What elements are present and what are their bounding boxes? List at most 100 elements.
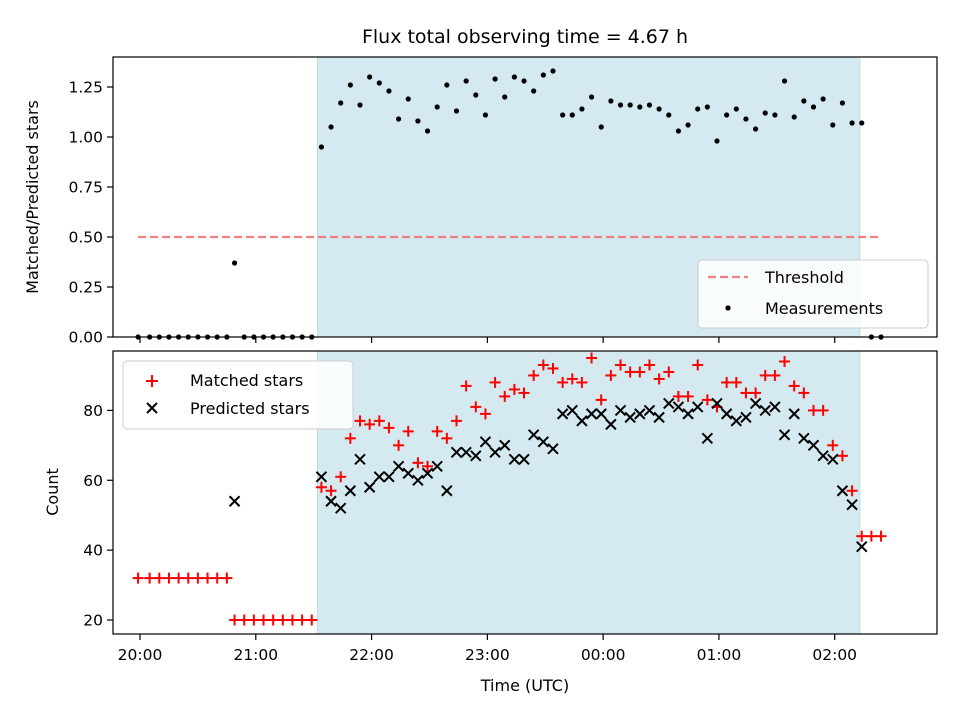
matched-star-point bbox=[296, 614, 308, 626]
measurement-point bbox=[502, 94, 508, 100]
predicted-star-point bbox=[576, 415, 588, 427]
x-axis-label: Time (UTC) bbox=[480, 676, 569, 695]
measurement-point bbox=[733, 106, 739, 112]
predicted-star-point bbox=[856, 540, 868, 553]
measurement-point bbox=[830, 122, 836, 128]
matched-star-point bbox=[325, 485, 337, 497]
measurement-point bbox=[453, 108, 460, 114]
matched-star-point bbox=[721, 376, 733, 388]
matched-star-point bbox=[547, 362, 559, 374]
top-x-ticks bbox=[139, 337, 836, 343]
predicted-star-point bbox=[373, 471, 386, 483]
predicted-star-point bbox=[315, 471, 328, 483]
x-tick-label: 22:00 bbox=[349, 646, 394, 664]
matched-star-point bbox=[132, 572, 144, 584]
matched-star-point bbox=[875, 530, 887, 542]
measurement-point bbox=[579, 106, 585, 112]
predicted-star-point bbox=[556, 408, 569, 420]
matched-star-point bbox=[499, 390, 511, 402]
legend-matched-label: Matched stars bbox=[190, 371, 303, 390]
matched-star-point bbox=[615, 359, 627, 371]
measurement-point bbox=[801, 98, 807, 104]
predicted-star-point bbox=[634, 408, 646, 420]
predicted-star-point bbox=[749, 397, 762, 410]
matched-star-point bbox=[354, 415, 366, 427]
measurement-point bbox=[347, 82, 353, 88]
predicted-star-point bbox=[827, 453, 839, 466]
matched-star-point bbox=[153, 572, 165, 584]
top-y-tick-label: 0.50 bbox=[68, 229, 103, 247]
x-tick-label: 02:00 bbox=[812, 646, 857, 664]
measurement-point bbox=[338, 100, 344, 106]
top-legend-box bbox=[697, 259, 929, 329]
predicted-star-point bbox=[479, 436, 492, 448]
predicted-star-point bbox=[335, 502, 347, 514]
matched-star-point bbox=[229, 614, 241, 626]
measurement-point bbox=[656, 106, 662, 112]
predicted-star-point bbox=[595, 408, 607, 420]
matched-star-point bbox=[163, 572, 175, 584]
predicted-star-point bbox=[759, 404, 771, 417]
matched-star-point bbox=[489, 376, 501, 388]
predicted-star-point bbox=[383, 471, 395, 483]
matched-star-point bbox=[750, 387, 762, 399]
matched-star-point bbox=[672, 390, 684, 402]
predicted-star-point bbox=[614, 404, 627, 417]
measurement-point bbox=[386, 88, 392, 94]
measurement-point bbox=[396, 116, 402, 122]
measurement-point bbox=[521, 78, 527, 84]
x-tick-label: 20:00 bbox=[118, 646, 163, 664]
predicted-star-point bbox=[489, 446, 501, 459]
measurement-point bbox=[714, 138, 720, 144]
matched-star-point bbox=[431, 425, 443, 437]
measurement-point bbox=[695, 106, 701, 112]
measurement-point bbox=[666, 112, 672, 118]
measurement-point bbox=[598, 124, 604, 130]
predicted-star-point bbox=[431, 460, 443, 473]
predicted-star-point bbox=[547, 443, 559, 455]
x-tick-label: 01:00 bbox=[697, 646, 742, 664]
matched-star-point bbox=[518, 387, 530, 399]
matched-star-point bbox=[306, 614, 318, 626]
x-tick-label: 21:00 bbox=[233, 646, 278, 664]
measurement-point bbox=[511, 74, 517, 80]
measurement-point bbox=[627, 102, 633, 108]
predicted-star-point bbox=[585, 408, 598, 420]
predicted-star-point bbox=[527, 429, 540, 441]
matched-star-point bbox=[479, 408, 491, 420]
matched-star-point bbox=[144, 572, 156, 584]
predicted-star-point bbox=[566, 404, 578, 417]
matched-star-point bbox=[817, 404, 829, 416]
predicted-star-point bbox=[778, 429, 791, 441]
predicted-star-point bbox=[720, 408, 733, 420]
matched-star-point bbox=[402, 425, 414, 437]
matched-star-point bbox=[537, 359, 549, 371]
legend-threshold-label: Threshold bbox=[764, 268, 844, 287]
bottom-legend: Matched stars Predicted stars bbox=[122, 360, 354, 430]
predicted-star-point bbox=[624, 411, 636, 424]
bottom-plot-frame bbox=[112, 350, 938, 635]
predicted-star-point bbox=[711, 397, 723, 410]
matched-star-point bbox=[383, 422, 395, 434]
x-tick-label: 23:00 bbox=[465, 646, 510, 664]
legend-measurements-marker bbox=[725, 305, 731, 311]
matched-star-point bbox=[450, 415, 462, 427]
top-y-ticks: 0.00 0.25 0.50 0.75 1.00 1.25 bbox=[68, 79, 113, 347]
matched-star-point bbox=[769, 369, 781, 381]
top-plot-frame bbox=[112, 56, 938, 338]
matched-star-point bbox=[248, 614, 260, 626]
measurement-point bbox=[463, 78, 469, 84]
measurement-point bbox=[810, 104, 817, 110]
measurement-point bbox=[540, 72, 546, 78]
measurement-point bbox=[357, 102, 363, 108]
predicted-star-point bbox=[412, 474, 424, 486]
matched-star-point bbox=[258, 614, 270, 626]
measurement-point bbox=[646, 102, 653, 108]
matched-star-point bbox=[202, 572, 214, 584]
measurement-point bbox=[376, 80, 382, 86]
predicted-star-point bbox=[643, 404, 656, 417]
measurement-point bbox=[492, 76, 498, 82]
predicted-star-point bbox=[450, 446, 463, 459]
measurement-point bbox=[550, 68, 556, 74]
measurement-point bbox=[637, 104, 643, 110]
